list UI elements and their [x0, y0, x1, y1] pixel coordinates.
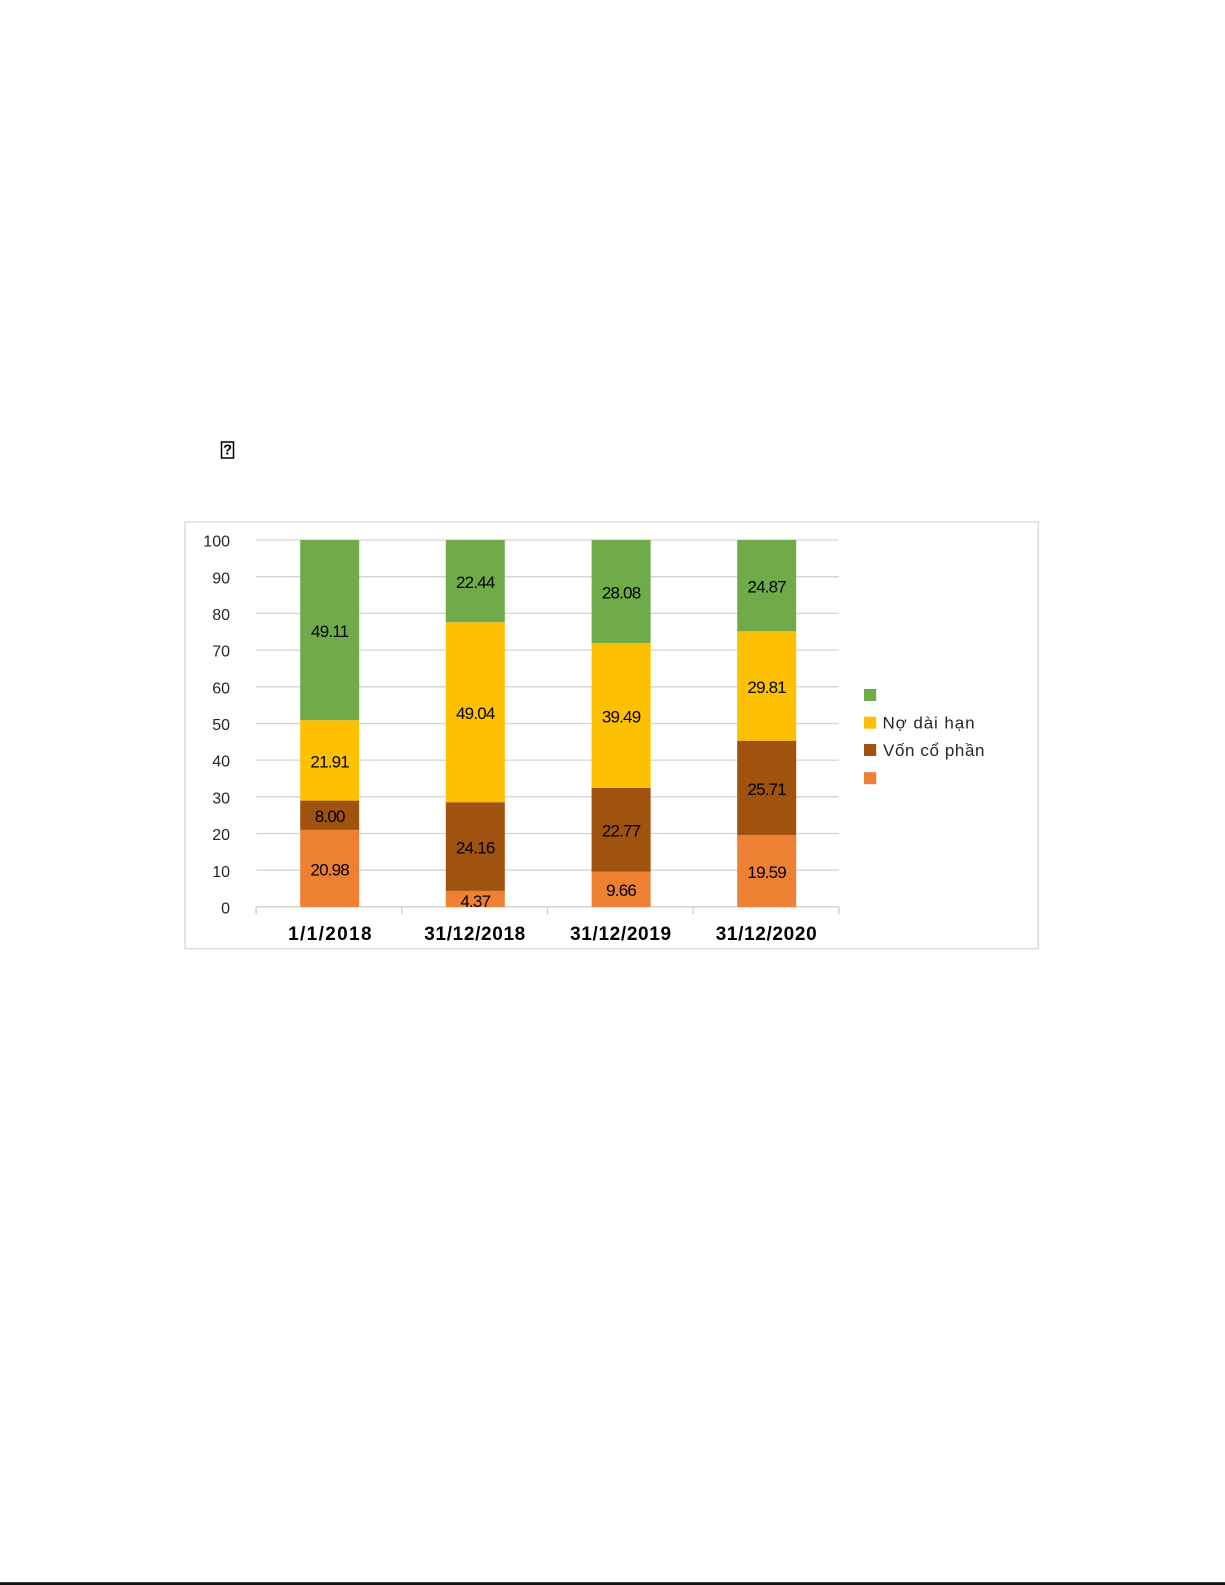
svg-text:?: ?: [223, 442, 232, 458]
svg-text:40: 40: [212, 754, 230, 771]
svg-text:60: 60: [212, 680, 230, 697]
svg-text:70: 70: [212, 644, 230, 661]
svg-text:90: 90: [212, 570, 230, 587]
svg-text:9.66: 9.66: [606, 881, 636, 900]
svg-text:22.44: 22.44: [456, 573, 495, 592]
svg-text:1/1/2018: 1/1/2018: [288, 924, 373, 945]
svg-text:Vốn cổ phần: Vốn cổ phần: [883, 741, 985, 760]
svg-text:30: 30: [212, 790, 230, 807]
svg-text:24.16: 24.16: [456, 839, 495, 858]
svg-text:49.11: 49.11: [311, 622, 349, 641]
svg-text:22.77: 22.77: [602, 822, 641, 841]
svg-text:24.87: 24.87: [747, 578, 786, 597]
svg-text:31/12/2020: 31/12/2020: [716, 924, 818, 945]
svg-text:20: 20: [212, 827, 230, 844]
svg-text:21.91: 21.91: [310, 752, 349, 771]
svg-text:50: 50: [212, 717, 230, 734]
svg-text:29.81: 29.81: [747, 678, 786, 697]
svg-text:28.08: 28.08: [602, 584, 641, 603]
svg-text:Nợ dài hạn: Nợ dài hạn: [883, 714, 976, 733]
svg-text:4.37: 4.37: [460, 892, 490, 911]
svg-text:19.59: 19.59: [747, 863, 786, 882]
svg-text:100: 100: [203, 534, 230, 551]
svg-text:0: 0: [221, 901, 230, 918]
svg-text:39.49: 39.49: [602, 708, 641, 727]
svg-text:10: 10: [212, 864, 230, 881]
svg-text:8.00: 8.00: [315, 807, 345, 826]
svg-text:80: 80: [212, 607, 230, 624]
svg-text:31/12/2019: 31/12/2019: [570, 924, 672, 945]
svg-text:25.71: 25.71: [747, 780, 786, 799]
svg-text:20.98: 20.98: [310, 860, 349, 879]
svg-text:31/12/2018: 31/12/2018: [424, 924, 526, 945]
svg-text:49.04: 49.04: [456, 704, 495, 723]
